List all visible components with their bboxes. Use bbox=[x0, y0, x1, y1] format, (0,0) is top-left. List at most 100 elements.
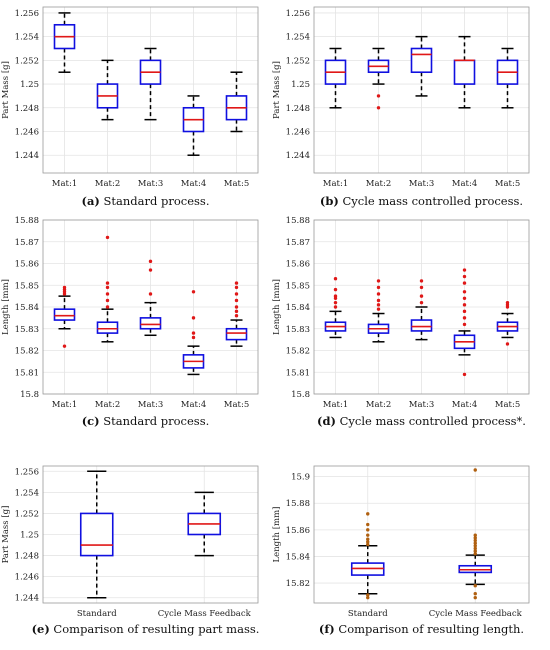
x-tick-label: Mat:5 bbox=[495, 400, 520, 410]
y-tick-label: 15.87 bbox=[286, 238, 310, 248]
caption-text: Standard process. bbox=[100, 194, 210, 208]
y-tick-label: 15.84 bbox=[286, 303, 310, 313]
y-tick-label: 15.86 bbox=[286, 526, 310, 536]
outlier-point bbox=[462, 274, 467, 279]
x-tick-label: Cycle Mass Feedback bbox=[429, 609, 523, 619]
y-tick-label: 15.88 bbox=[286, 499, 310, 509]
plot-frame bbox=[313, 219, 530, 395]
x-tick-label: Mat:5 bbox=[495, 179, 520, 189]
y-tick-label: 1.252 bbox=[15, 509, 39, 519]
outlier-point bbox=[462, 316, 467, 320]
y-tick-label: 1.256 bbox=[286, 9, 310, 19]
outlier-point bbox=[366, 533, 370, 537]
outlier-point bbox=[366, 595, 370, 600]
y-tick-label: 1.244 bbox=[15, 151, 39, 161]
outlier-point bbox=[234, 285, 239, 290]
caption-label: (e) bbox=[32, 622, 50, 636]
caption-label: (c) bbox=[82, 414, 100, 428]
outlier-point bbox=[419, 285, 424, 290]
box-1 bbox=[324, 277, 347, 339]
y-tick-label: 15.83 bbox=[286, 325, 310, 335]
y-tick-label: 1.246 bbox=[15, 128, 39, 138]
outlier-point bbox=[148, 268, 153, 272]
y-tick-label: 1.254 bbox=[286, 33, 310, 43]
outlier-point bbox=[376, 285, 381, 290]
subplot-d: 15.8 15.81 15.82 15.83 15.84 15.85 15.86 15.87 1… bbox=[272, 216, 530, 428]
x-tick-label: Mat:4 bbox=[452, 179, 477, 189]
outlier-point bbox=[505, 300, 510, 305]
box-iqr bbox=[453, 59, 476, 85]
y-tick-label: 15.86 bbox=[15, 260, 39, 270]
outlier-point bbox=[473, 549, 477, 553]
outlier-point bbox=[462, 281, 467, 285]
box-3 bbox=[410, 35, 433, 97]
box-5 bbox=[225, 281, 248, 347]
caption-text: Cycle mass controlled process. bbox=[339, 194, 523, 208]
outlier-point bbox=[376, 279, 381, 283]
outlier-point bbox=[462, 309, 467, 314]
subplot-a: 1.244 1.246 1.248 1.25 1.252 1.254 1.256 Part M… bbox=[1, 6, 259, 208]
box-4 bbox=[182, 290, 205, 376]
outlier-point bbox=[234, 298, 239, 303]
x-tick-label: Mat:2 bbox=[95, 179, 120, 189]
outlier-point bbox=[473, 544, 477, 548]
outlier-point bbox=[366, 593, 370, 597]
x-tick-label: Standard bbox=[348, 609, 388, 619]
y-tick-label: 15.88 bbox=[15, 216, 39, 226]
box-3 bbox=[139, 259, 162, 337]
y-tick-label: 15.82 bbox=[15, 347, 39, 357]
outlier-point bbox=[376, 292, 381, 296]
outlier-point bbox=[473, 541, 477, 545]
box-2 bbox=[367, 47, 390, 110]
y-tick-label: 15.85 bbox=[15, 281, 39, 291]
plot-frame bbox=[313, 465, 530, 604]
y-tick-label: 1.246 bbox=[15, 573, 39, 583]
x-tick-label: Mat:5 bbox=[224, 179, 249, 189]
outlier-point bbox=[376, 106, 381, 110]
box-1 bbox=[79, 470, 114, 599]
outlier-point bbox=[419, 279, 424, 283]
caption-text: Comparison of resulting part mass. bbox=[50, 622, 260, 636]
subplot-caption: (c) Standard process. bbox=[82, 414, 210, 428]
outlier-point bbox=[333, 294, 338, 298]
x-tick-label: Mat:4 bbox=[181, 179, 206, 189]
outlier-point bbox=[366, 542, 370, 547]
subplot-caption: (f) Comparison of resulting length. bbox=[319, 622, 524, 636]
outlier-point bbox=[191, 335, 196, 340]
box-5 bbox=[496, 47, 519, 109]
plot-frame bbox=[313, 6, 530, 174]
outlier-point bbox=[105, 235, 110, 240]
outlier-point bbox=[473, 536, 477, 540]
y-tick-label: 1.248 bbox=[15, 104, 39, 114]
caption-label: (a) bbox=[82, 194, 100, 208]
box-iqr bbox=[96, 321, 119, 334]
outlier-point bbox=[366, 540, 370, 544]
y-tick-label: 15.86 bbox=[286, 260, 310, 270]
x-tick-label: Mat:2 bbox=[366, 179, 391, 189]
outlier-point bbox=[105, 292, 110, 296]
subplot-b: 1.244 1.246 1.248 1.25 1.252 1.254 1.256 Part M… bbox=[272, 6, 530, 208]
box-iqr bbox=[225, 327, 248, 341]
y-tick-label: 1.25 bbox=[291, 80, 310, 90]
outlier-point bbox=[366, 522, 370, 527]
x-tick-label: Mat:5 bbox=[224, 400, 249, 410]
outlier-point bbox=[105, 305, 110, 309]
box-1 bbox=[350, 512, 385, 600]
plot-frame bbox=[42, 465, 259, 604]
outlier-point bbox=[234, 305, 239, 309]
outlier-point bbox=[462, 296, 467, 300]
box-2 bbox=[187, 491, 222, 557]
y-axis-label: Length [mm] bbox=[272, 279, 282, 335]
box-3 bbox=[410, 279, 433, 341]
subplot-caption: (e) Comparison of resulting part mass. bbox=[32, 622, 260, 636]
y-axis-label: Part Mass [g] bbox=[1, 506, 11, 564]
outlier-point bbox=[62, 285, 67, 290]
caption-label: (b) bbox=[320, 194, 339, 208]
y-tick-label: 15.88 bbox=[286, 216, 310, 226]
y-tick-label: 15.84 bbox=[15, 303, 39, 313]
outlier-point bbox=[473, 584, 477, 588]
box-2 bbox=[96, 59, 119, 121]
outlier-point bbox=[473, 546, 477, 551]
outlier-point bbox=[191, 316, 196, 320]
subplot-caption: (a) Standard process. bbox=[82, 194, 210, 208]
